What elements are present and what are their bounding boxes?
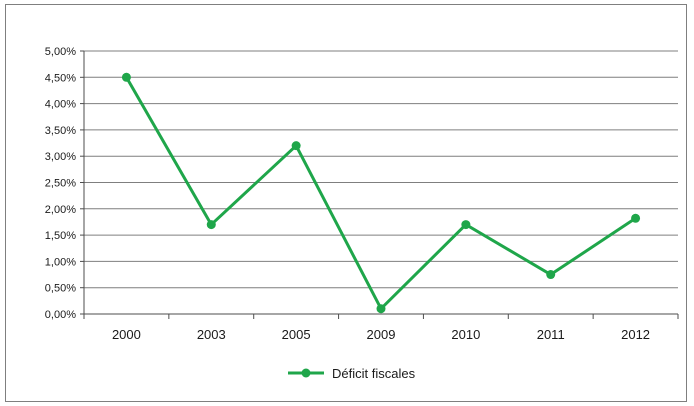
x-tick-label: 2009 (367, 327, 396, 342)
data-point (121, 72, 131, 82)
x-tick-label: 2000 (112, 327, 141, 342)
x-tick-label: 2012 (621, 327, 650, 342)
x-tick-label: 2003 (197, 327, 226, 342)
y-tick-label: 0,50% (45, 283, 76, 295)
y-tick-label: 1,50% (45, 230, 76, 242)
line-chart: 0,00% 0,50% 1,00% 1,50% 2,00% 2,50% 3,00% 3,50%… (45, 46, 679, 381)
chart-frame: 0,00% 0,50% 1,00% 1,50% 2,00% 2,50% 3,00% 3,50%… (5, 4, 687, 402)
y-tick-label: 4,00% (45, 99, 76, 111)
x-tick-label: 2010 (451, 327, 480, 342)
data-point (461, 220, 471, 230)
legend-marker (301, 368, 311, 378)
y-tick-label: 3,50% (45, 125, 76, 137)
y-tick-label: 4,50% (45, 72, 76, 84)
legend-label: Déficit fiscales (332, 366, 416, 381)
y-tick-label: 1,00% (45, 256, 76, 268)
x-tick-label: 2005 (282, 327, 311, 342)
y-tick-label: 5,00% (45, 46, 76, 58)
y-tick-label: 2,00% (45, 204, 76, 216)
data-point (376, 304, 386, 314)
y-tick-label: 2,50% (45, 178, 76, 190)
data-point (206, 220, 216, 230)
series-line (124, 75, 638, 311)
data-point (291, 141, 301, 151)
y-tick-label: 0,00% (45, 309, 76, 321)
x-tick-label: 2011 (537, 327, 565, 342)
data-point (546, 270, 556, 280)
data-point (631, 213, 641, 223)
y-tick-label: 3,00% (45, 151, 76, 163)
